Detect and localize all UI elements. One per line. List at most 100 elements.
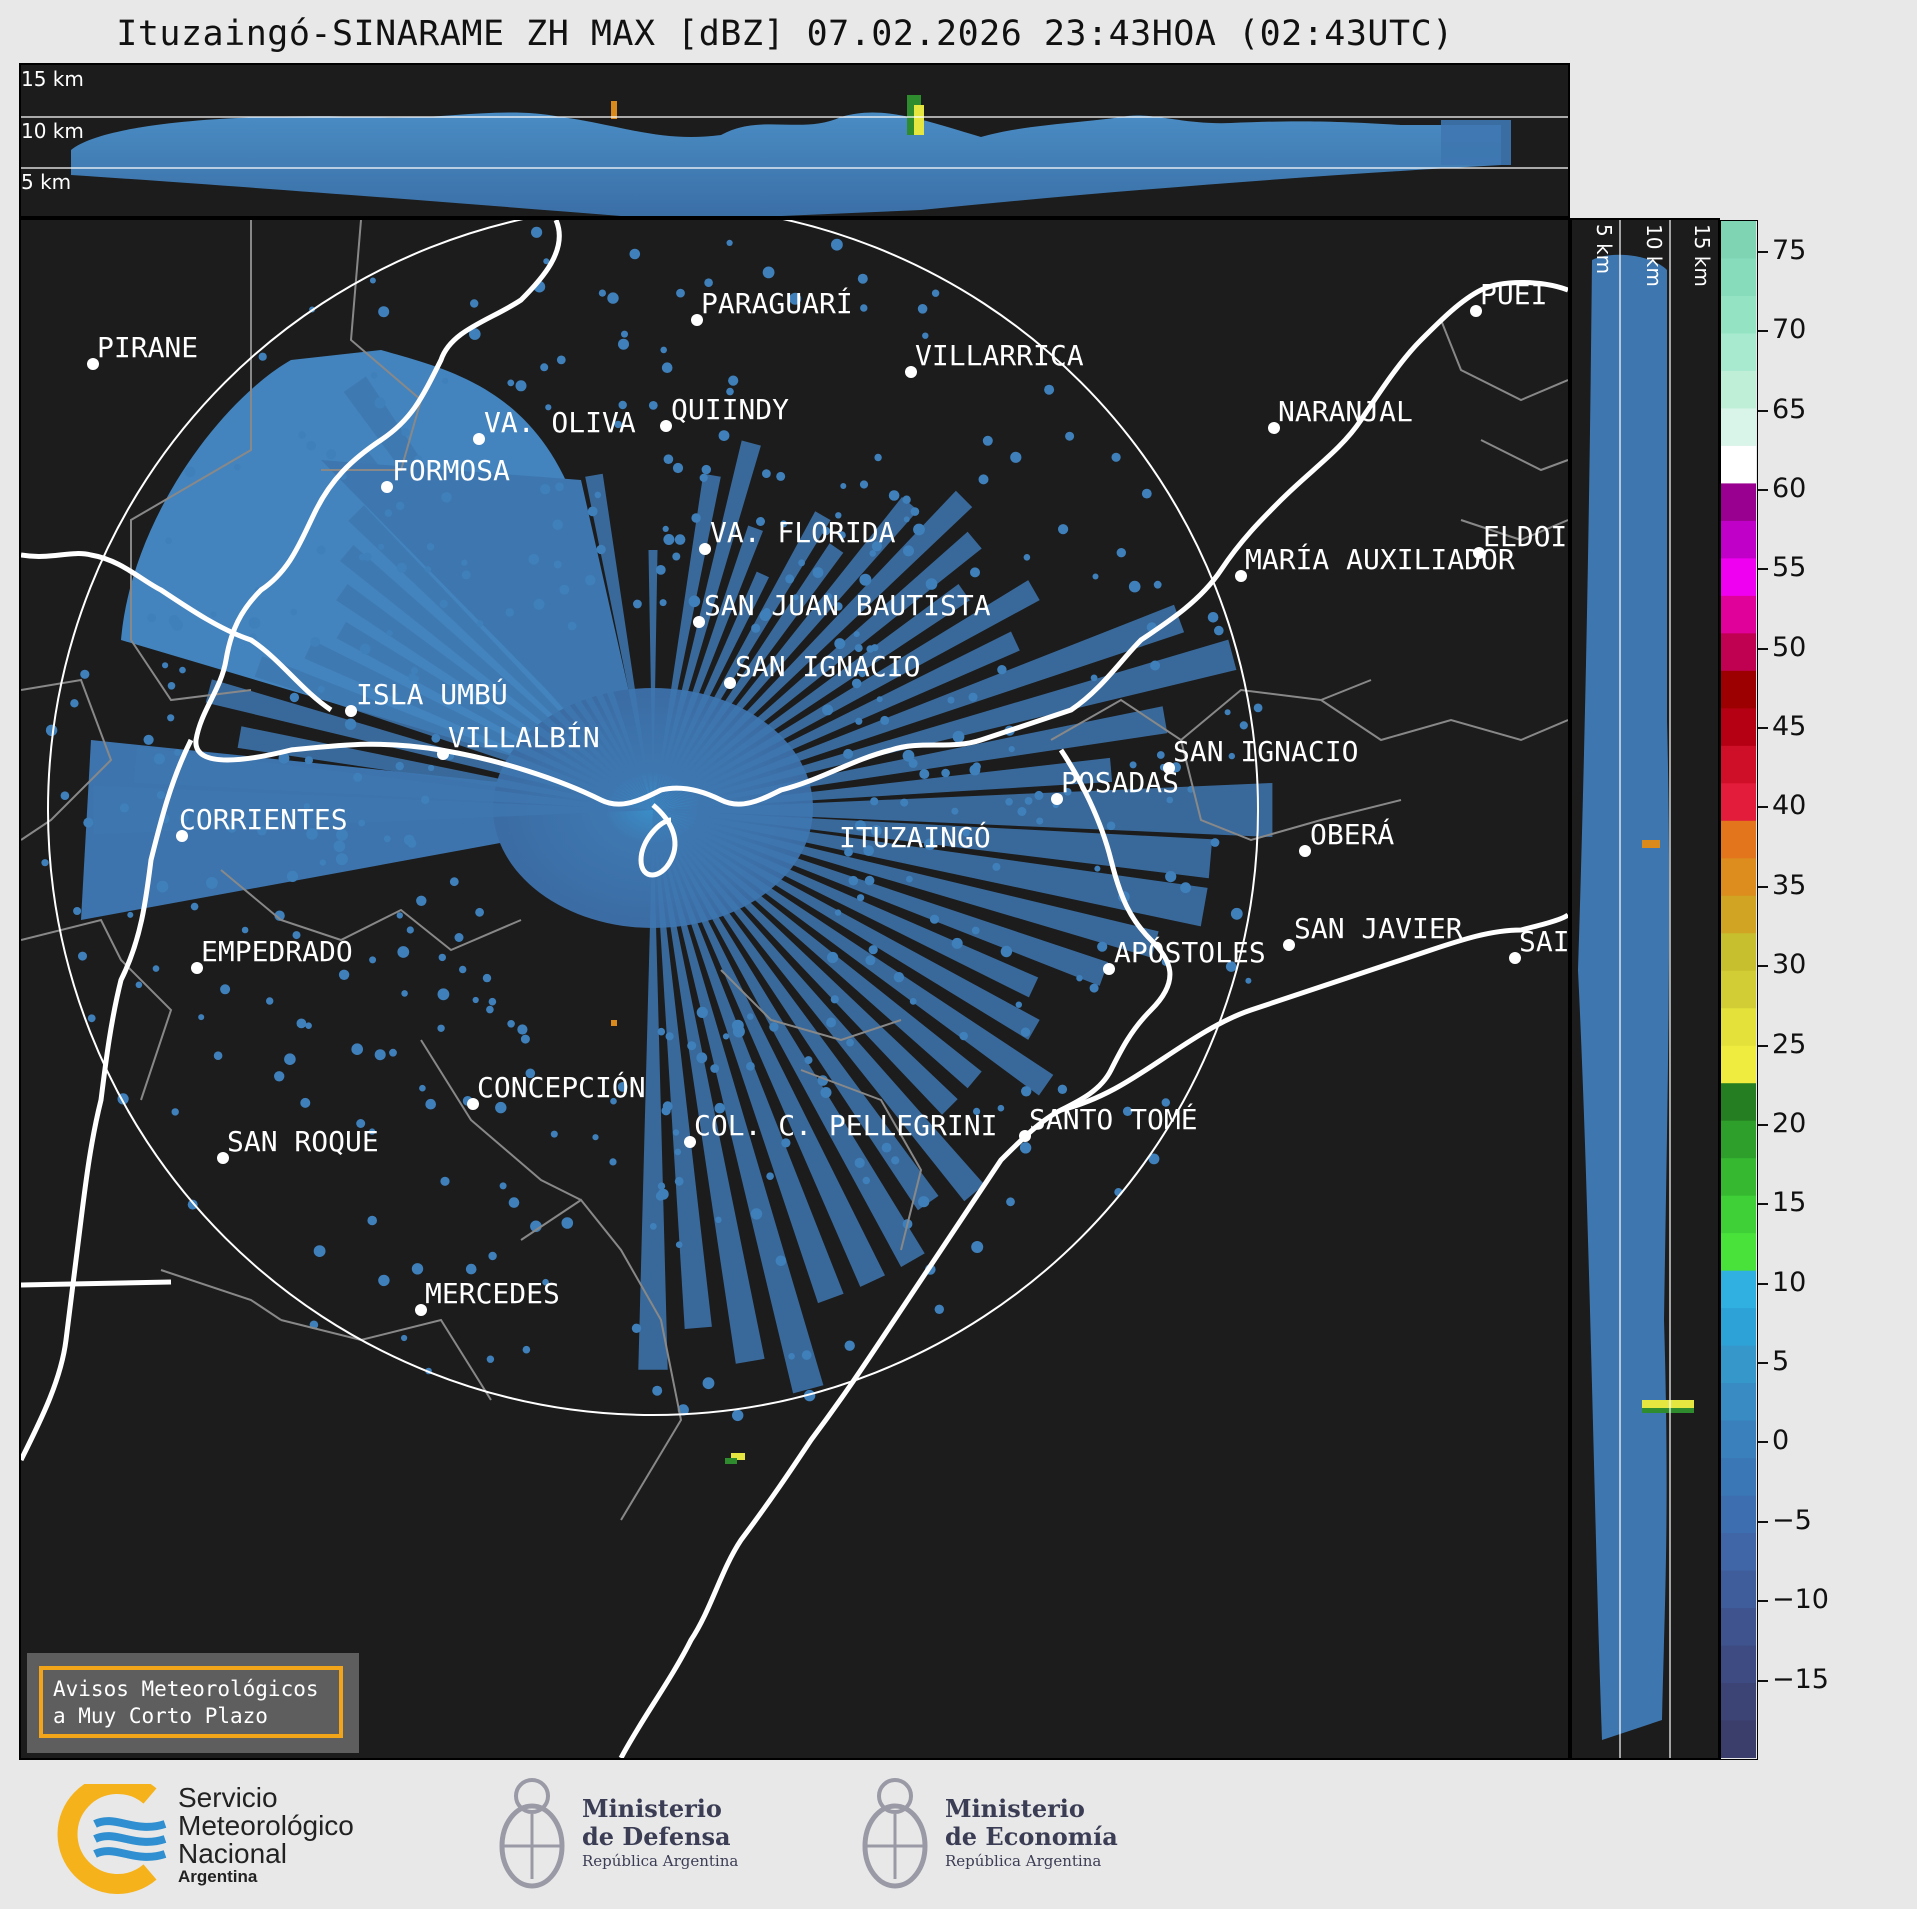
echo-dot [1097,941,1108,952]
echo-spoke [519,534,653,810]
echo-dot [442,377,449,385]
city-label: NARANJAL [1278,395,1413,428]
defensa-shield-icon [499,1778,565,1889]
echo-dot [300,1097,311,1108]
echo-dot [881,1142,892,1153]
colorbar-segment [1721,745,1756,784]
echo-spoke [653,810,824,1394]
city-label: SAN JUAN BAUTISTA [704,589,991,622]
echo-dot [396,562,407,573]
colorbar-tick-label: 35 [1772,869,1807,901]
echo-dot [213,1051,223,1060]
echo-spoke [653,810,939,1211]
echo-dot [1017,807,1027,816]
echo-dot [594,491,602,499]
echo-dot [316,545,326,555]
echo-dot [607,292,619,304]
echo-dot [374,397,386,409]
colorbar-tickmark [1758,885,1768,888]
echo-dot [675,1241,683,1248]
echo-dot [1006,1197,1015,1207]
colorbar-segment [1721,1683,1756,1722]
echo-spoke [543,525,653,810]
city-marker [87,358,99,370]
echo-dot [1210,838,1220,847]
echo-dot [918,1196,930,1208]
echo-spoke [653,810,712,1329]
echo-dot [826,1017,837,1028]
smn-name-line3: Nacional [178,1838,287,1869]
echo-spoke [653,511,831,810]
echo-dot [378,1274,390,1287]
echo-dot [437,988,450,1001]
echo-dot [865,955,876,966]
city-label: COL. C. PELLEGRINI [694,1109,998,1142]
echo-dot [665,1032,674,1041]
echo-dot [971,926,980,935]
city-marker [660,420,672,432]
city-label: SAI [1519,925,1570,958]
echo-dot [610,1097,617,1105]
echo-dot [592,1134,599,1141]
city-marker [191,962,203,974]
echo-dot [835,512,842,519]
aviso-line1: Avisos Meteorológicos [53,1677,319,1701]
city-label: PIRANE [97,331,199,364]
city-label: CONCEPCIÓN [477,1071,646,1104]
echo-dot [1024,797,1033,805]
colorbar-segment [1721,1420,1756,1459]
echo-dot [661,362,673,373]
colorbar-tickmark [1758,1203,1768,1206]
echo-spoke [653,497,918,810]
city-label: PUEI [1480,278,1548,311]
city-label: VA. FLORIDA [710,516,896,549]
echo-dot [830,995,839,1004]
echo-dot [959,1031,968,1041]
echo-region-northwest [121,350,653,798]
echo-dot [70,699,79,708]
echo-dot [80,669,90,679]
echo-dot [1076,975,1083,982]
echo-dot [655,1191,666,1201]
echo-dot [370,372,378,379]
colorbar-tick-label: −5 [1772,1504,1812,1536]
echo-dot [210,611,217,618]
colorbar-tick-label: 70 [1772,314,1807,346]
echo-dot [617,1082,628,1092]
echo-dot [659,599,667,607]
colorbar-segment [1721,1720,1756,1758]
echo-dot [296,1018,307,1029]
aviso-line2: a Muy Corto Plazo [53,1704,268,1728]
echo-dot [931,289,940,297]
echo-dot [696,1006,708,1019]
colorbar-segment [1721,1083,1756,1122]
echo-dot [298,431,306,439]
defensa-line1: Ministerio [582,1794,722,1823]
city-label: VILLALBÍN [448,721,600,754]
city-marker [1509,952,1521,964]
city-label: CORRIENTES [179,803,348,836]
echo-dot [780,520,788,528]
echo-dot [174,749,181,756]
echo-dot [369,277,376,284]
echo-dot [441,492,452,503]
radar-map: PARAGUARÍ VILLARRICA PIRANE QUIINDY VA. OLIV… [19,218,1570,1760]
echo-dot [241,926,249,934]
echo-spoke [343,376,653,810]
echo-dot [439,599,448,608]
echo-dot [820,1087,832,1098]
echo-dot [728,375,739,386]
echo-dot [475,907,484,917]
colorbar-segment [1721,1645,1756,1684]
city-label: ELDOI [1483,520,1568,553]
echo-dot [870,825,882,837]
echo-dot [162,662,169,669]
echo-dot [411,1263,424,1275]
smn-name-line1: Servicio [178,1782,278,1813]
colorbar-segment [1721,558,1756,597]
echo-dot [1063,788,1072,796]
echo-dot [317,685,325,693]
echo-spoke [348,450,653,810]
echo-dot [459,965,467,974]
echo-spoke [653,810,1054,1096]
